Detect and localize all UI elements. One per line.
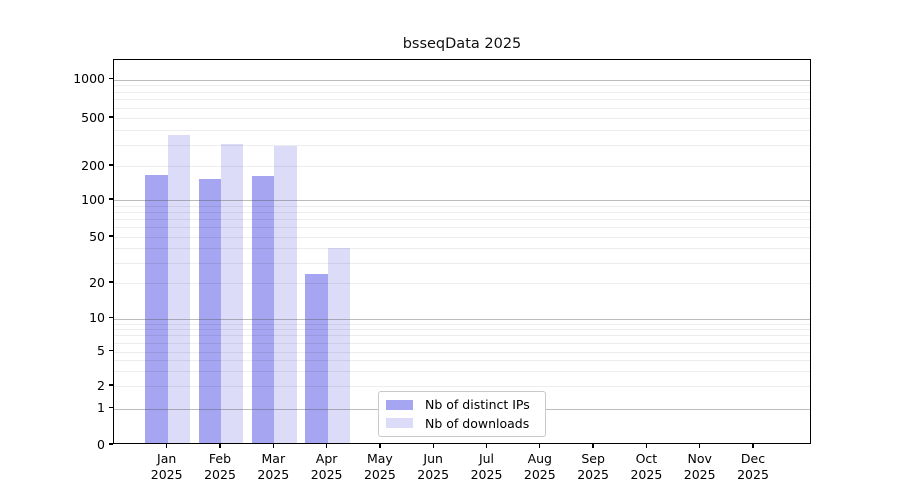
y-tick-mark <box>108 235 113 237</box>
y-tick-label: 50 <box>89 228 105 244</box>
y-tick-mark <box>108 77 113 80</box>
legend: Nb of distinct IPs Nb of downloads <box>378 391 546 437</box>
y-tick-mark <box>108 406 113 409</box>
y-tick-mark <box>108 384 113 386</box>
x-tick-label: Jul 2025 <box>470 451 503 482</box>
y-tick-label: 500 <box>81 109 105 125</box>
gridline-minor <box>114 248 810 250</box>
y-tick-mark <box>108 443 113 445</box>
y-tick-label: 0 <box>97 436 105 452</box>
x-tick-mark <box>592 444 594 448</box>
x-tick-label: Aug 2025 <box>523 451 556 482</box>
y-tick-label: 1 <box>97 400 105 415</box>
x-tick-label: Sep 2025 <box>577 451 609 482</box>
legend-label: Nb of distinct IPs <box>425 397 530 413</box>
x-tick-mark <box>166 444 168 448</box>
gridline-minor <box>114 237 810 238</box>
gridline-minor <box>114 144 810 146</box>
bar-downloads <box>221 144 244 443</box>
legend-label: Nb of downloads <box>425 415 530 431</box>
bar-distinct-ips <box>145 174 168 443</box>
bar-distinct-ips <box>198 178 221 443</box>
gridline-minor <box>114 329 810 331</box>
gridline-minor <box>114 335 810 337</box>
x-tick-mark <box>219 444 221 448</box>
y-tick-mark <box>108 349 113 352</box>
gridline-minor <box>114 118 810 119</box>
y-tick-label: 1000 <box>73 71 105 86</box>
x-tick-mark <box>379 444 381 448</box>
x-tick-mark <box>699 444 701 448</box>
gridline-minor <box>114 283 810 284</box>
legend-item: Nb of downloads <box>379 416 545 431</box>
x-tick-label: Feb 2025 <box>204 451 236 482</box>
x-tick-mark <box>645 444 648 448</box>
y-tick-label: 5 <box>97 343 105 358</box>
gridline-minor <box>114 323 810 325</box>
x-tick-mark <box>272 444 274 448</box>
x-tick-label: May 2025 <box>363 451 396 482</box>
x-tick-label: Jun 2025 <box>417 451 450 482</box>
y-tick-mark <box>108 281 113 283</box>
gridline-minor <box>114 227 810 229</box>
gridline-minor <box>114 107 810 109</box>
bar-distinct-ips <box>305 274 328 443</box>
bar-downloads <box>327 247 350 443</box>
chart-title: bsseqData 2025 <box>402 36 522 52</box>
x-tick-mark <box>539 444 541 448</box>
legend-swatch-icon <box>386 399 413 410</box>
y-tick-mark <box>108 198 113 200</box>
gridline-minor <box>114 211 810 213</box>
gridline-minor <box>114 219 810 221</box>
x-tick-label: Jan 2025 <box>150 451 183 482</box>
gridline-major <box>114 79 810 81</box>
gridline-major <box>114 318 810 320</box>
x-tick-label: Dec 2025 <box>737 451 769 482</box>
gridline-minor <box>114 262 810 264</box>
bar-distinct-ips <box>252 176 275 443</box>
x-tick-mark <box>325 444 328 448</box>
gridline-minor <box>114 99 810 101</box>
gridline-minor <box>114 342 810 344</box>
bar-downloads <box>167 134 190 443</box>
gridline-major <box>114 200 810 201</box>
x-tick-mark <box>432 444 434 448</box>
x-tick-mark <box>485 444 488 448</box>
gridline-minor <box>114 91 810 93</box>
gridline-minor <box>114 359 810 361</box>
x-tick-label: Apr 2025 <box>310 451 343 482</box>
x-tick-label: Mar 2025 <box>257 451 290 482</box>
x-tick-label: Nov 2025 <box>683 451 716 482</box>
y-tick-mark <box>108 116 113 118</box>
legend-item: Nb of distinct IPs <box>379 397 545 412</box>
y-tick-mark <box>108 164 113 166</box>
gridline-minor <box>114 85 810 87</box>
gridline-minor <box>114 205 810 207</box>
y-tick-mark <box>108 316 113 319</box>
x-tick-mark <box>752 444 754 448</box>
gridline-minor <box>114 386 810 387</box>
gridline-minor <box>114 351 810 353</box>
y-tick-label: 2 <box>97 377 105 393</box>
plot-area <box>113 59 811 444</box>
y-tick-label: 10 <box>89 310 105 325</box>
legend-swatch-icon <box>386 418 413 429</box>
y-tick-label: 20 <box>89 274 105 290</box>
y-tick-label: 100 <box>81 191 105 207</box>
x-tick-label: Oct 2025 <box>630 451 663 482</box>
bar-downloads <box>274 146 297 443</box>
y-tick-label: 200 <box>81 157 105 173</box>
gridline-minor <box>114 166 810 167</box>
gridline-minor <box>114 129 810 131</box>
gridline-minor <box>114 370 810 372</box>
